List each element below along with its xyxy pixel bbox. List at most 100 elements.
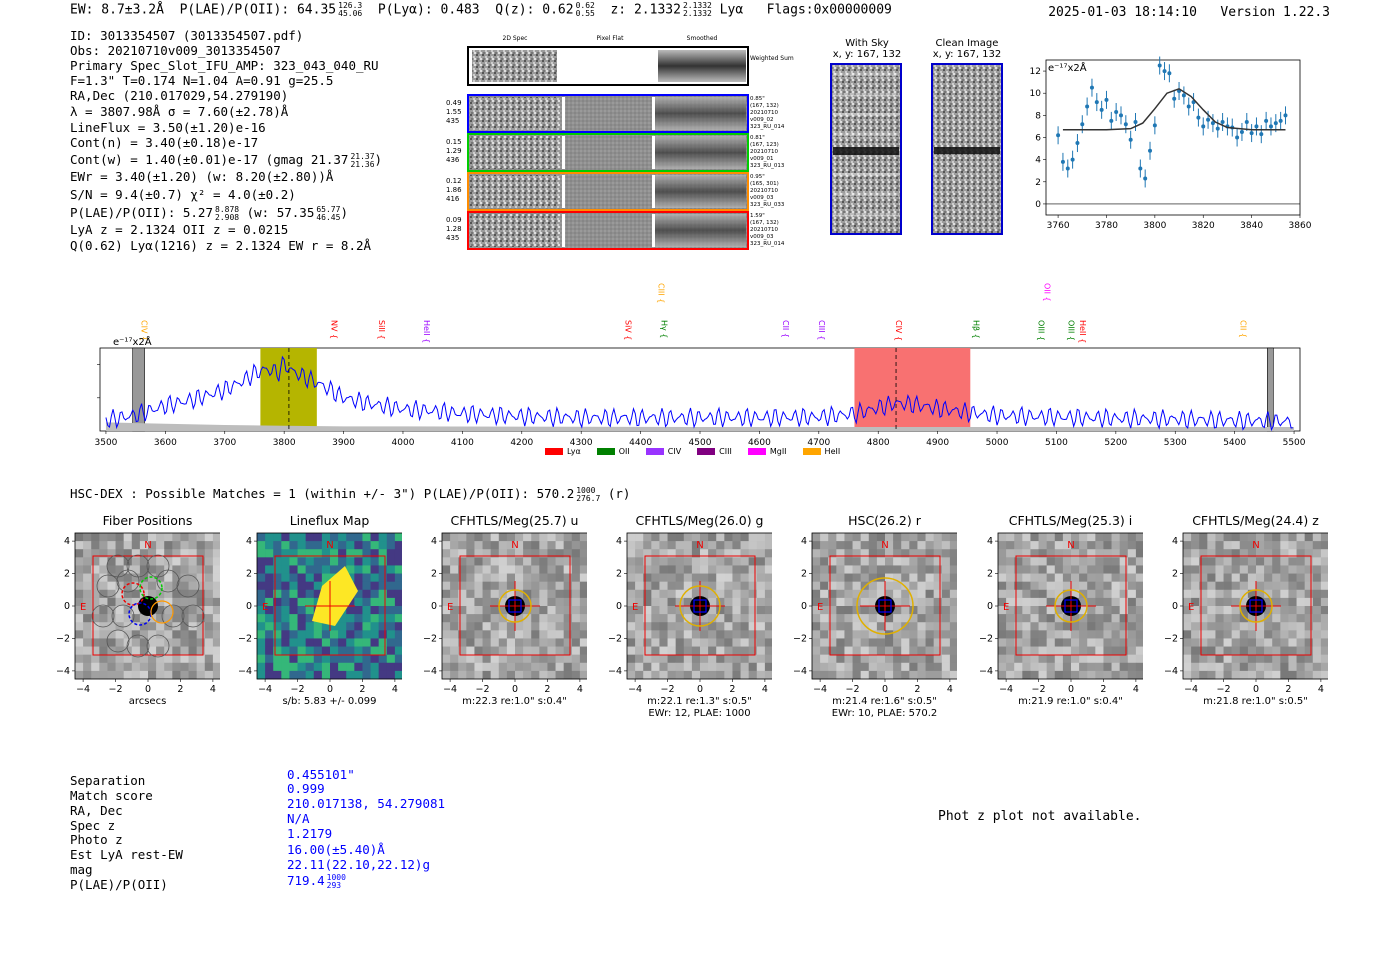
- hsc-panel-pixel: [876, 646, 886, 655]
- hsc-panel-pixel: [844, 670, 853, 680]
- hsc-panel-pixel: [204, 581, 214, 591]
- hsc-panel-pixel: [1304, 670, 1314, 680]
- hsc-panel-pixel: [844, 662, 853, 672]
- hsc-panel-pixel: [893, 606, 902, 615]
- hsc-panel-pixel: [860, 589, 870, 599]
- spec-line-label: OIII {: [1066, 320, 1075, 341]
- hsc-xtick-label: −2: [661, 684, 675, 695]
- hsc-panel-pixel: [289, 662, 298, 672]
- hsc-panel-pixel: [579, 670, 587, 680]
- hsc-panel-pixel: [1320, 638, 1328, 647]
- hsc-panel-pixel: [338, 662, 347, 672]
- hsc-panel-pixel: [998, 533, 1007, 542]
- spec2d-row-left-value: 435: [446, 117, 459, 125]
- hsc-panel-pixel: [506, 533, 516, 542]
- hsc-panel-pixel: [925, 638, 934, 647]
- spec2d-row-gap: [652, 97, 655, 130]
- hsc-panel-pixel: [651, 557, 660, 566]
- hsc-panel-pixel: [394, 557, 402, 566]
- hsc-xtick-label: 2: [1100, 684, 1106, 695]
- hsc-panel-pixel: [700, 630, 709, 639]
- hsc-panel-pixel: [346, 630, 355, 639]
- hsc-panel-pixel: [1207, 549, 1216, 558]
- hsc-panel-pixel: [1062, 565, 1072, 574]
- hsc-panel-pixel: [180, 597, 189, 607]
- hsc-panel-pixel: [1288, 557, 1297, 566]
- hsc-panel-pixel: [579, 614, 587, 623]
- hsc-panel-pixel: [901, 533, 910, 542]
- hsc-panel-pixel: [148, 541, 157, 550]
- hsc-panel-pixel: [949, 670, 957, 680]
- hsc-panel-pixel: [196, 533, 206, 542]
- hsc-panel-pixel: [265, 573, 274, 582]
- hsc-panel-pixel: [885, 670, 894, 680]
- hsc-panel-pixel: [1280, 670, 1289, 680]
- hsc-panel-pixel: [756, 581, 766, 591]
- hsc-panel-pixel: [941, 638, 951, 647]
- hsc-panel-pixel: [115, 662, 124, 672]
- hsc-panel-pixel: [394, 581, 402, 591]
- hsc-panel-pixel: [1191, 533, 1200, 542]
- hsc-panel-pixel: [1030, 638, 1039, 647]
- hsc-panel-pixel: [257, 541, 266, 550]
- hsc-panel-pixel: [1062, 557, 1072, 566]
- hsc-panel-pixel: [196, 541, 206, 550]
- hsc-panel-pixel: [1135, 638, 1143, 647]
- hsc-panel-pixel: [563, 533, 573, 542]
- hsc-panel-pixel: [172, 614, 181, 623]
- hsc-panel-pixel: [1111, 557, 1120, 566]
- spec2d-row-left-value: 1.55: [446, 108, 462, 116]
- hsc-panel-pixel: [1054, 638, 1064, 647]
- hsc-panel-pixel: [716, 565, 725, 574]
- hsc-panel-pixel: [1183, 638, 1192, 647]
- hsc-panel-pixel: [273, 614, 282, 623]
- hsc-panel-pixel: [1312, 654, 1322, 664]
- hsc-panel-pixel: [1256, 581, 1265, 591]
- hsc-panel-pixel: [933, 654, 943, 664]
- hsc-panel-pixel: [265, 533, 274, 542]
- hsc-panel-pixel: [724, 622, 733, 631]
- hsc-panel-pixel: [1272, 589, 1281, 599]
- hsc-panel-pixel: [563, 557, 573, 566]
- header-right: 2025-01-03 18:14:10 Version 1.22.3: [1048, 5, 1330, 20]
- hsc-panel-pixel: [1054, 573, 1064, 582]
- hsc-panel-pixel: [1183, 589, 1192, 599]
- hsc-panel-pixel: [466, 614, 475, 623]
- hsc-panel-pixel: [627, 533, 636, 542]
- hsc-panel-pixel: [756, 589, 766, 599]
- hsc-panel-pixel: [555, 606, 564, 615]
- hsc-panel-pixel: [75, 630, 84, 639]
- spec-xtick-label: 3600: [154, 438, 177, 448]
- hsc-ytick-label: 0: [801, 601, 807, 612]
- hsc-panel-pixel: [820, 606, 829, 615]
- hsc-panel-pixel: [297, 549, 306, 558]
- hsc-panel-pixel: [123, 662, 133, 672]
- hsc-panel-pixel: [490, 670, 500, 680]
- hsc-panel-pixel: [1111, 646, 1120, 655]
- hsc-panel-pixel: [297, 557, 306, 566]
- hsc-panel-pixel: [740, 630, 749, 639]
- hsc-xtick-label: 4: [1318, 684, 1324, 695]
- hsc-panel-pixel: [107, 662, 116, 672]
- hsc-panel-pixel: [164, 597, 173, 607]
- hsc-panel-pixel: [1103, 541, 1112, 550]
- hsc-panel-pixel: [836, 614, 845, 623]
- hsc-panel-pixel: [1046, 646, 1056, 655]
- hsc-panel-pixel: [1183, 541, 1192, 550]
- hsc-panel-pixel: [123, 614, 133, 623]
- hsc-ytick-label: 2: [1172, 569, 1178, 580]
- hsc-ellipse: [679, 585, 721, 627]
- hsc-panel-pixel: [820, 614, 829, 623]
- info-contw-hi: 21.37: [350, 151, 375, 161]
- hsc-panel-pixel: [354, 638, 363, 647]
- spec-line-label: HeII {: [422, 320, 431, 343]
- hsc-panel-pixel: [1119, 614, 1129, 623]
- hsc-panel-pixel: [708, 557, 717, 566]
- hsc-panel-pixel: [828, 670, 837, 680]
- hsc-panel-pixel: [748, 638, 758, 647]
- hsc-panel-pixel: [458, 654, 467, 664]
- hsc-panel-pixel: [683, 597, 693, 607]
- hsc-panel-pixel: [724, 630, 733, 639]
- hsc-panel-pixel: [1304, 565, 1314, 574]
- hsc-panel-pixel: [1247, 630, 1257, 639]
